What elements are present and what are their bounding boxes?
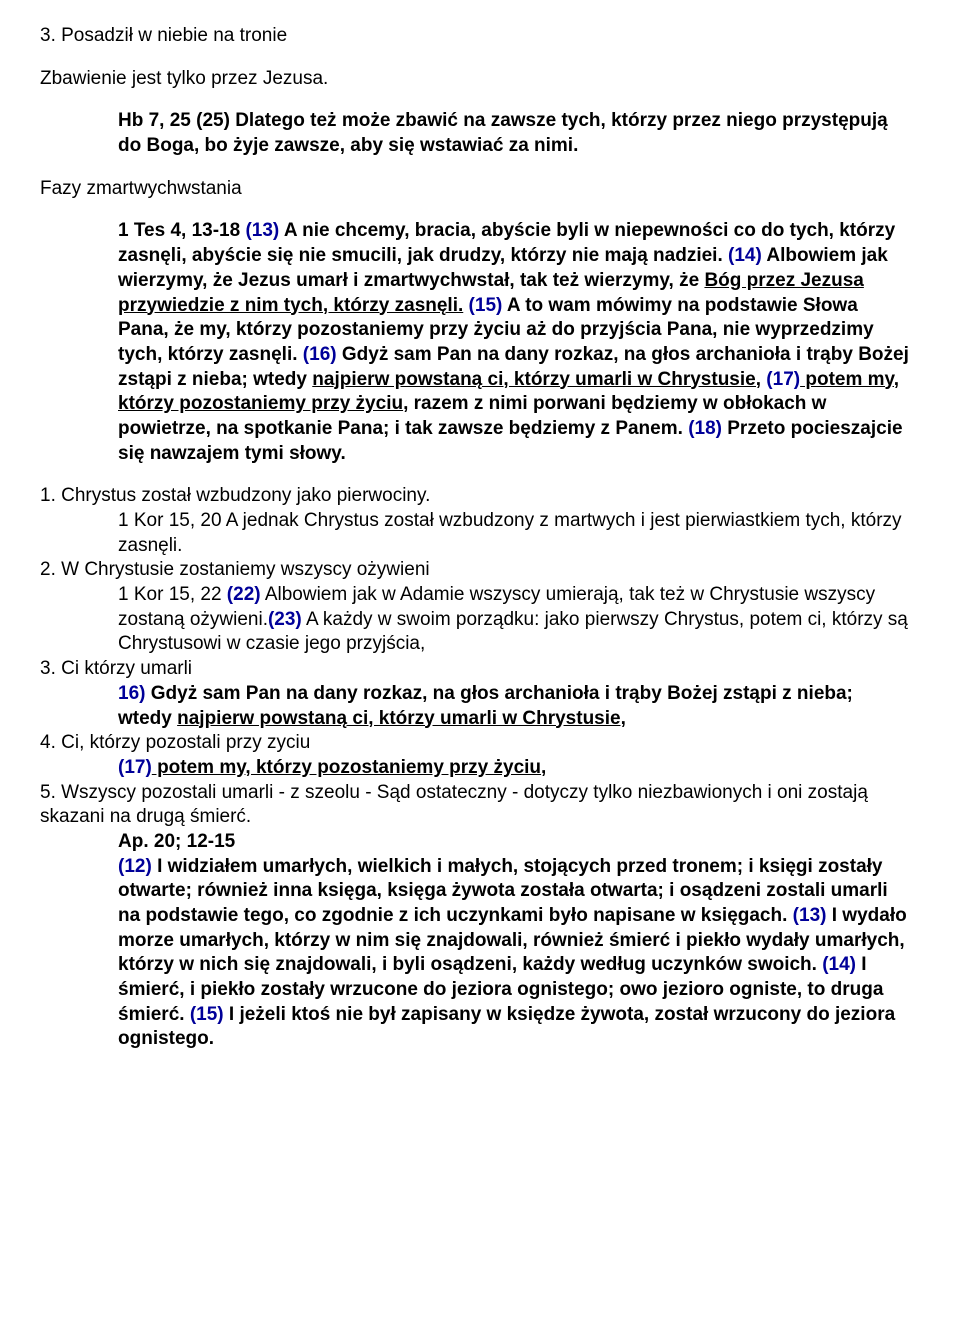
point-4-heading: 4. Ci, którzy pozostali przy zyciu [40,731,920,756]
tes-prefix: 1 Tes 4, 13-18 [118,220,245,241]
point-5-text: (12) I widziałem umarłych, wielkich i ma… [118,855,910,1053]
point-2: 2. W Chrystusie zostaniemy wszyscy ożywi… [40,558,920,657]
tes-e-underline: najpierw powstaną ci, którzy umarli w Ch… [312,369,761,390]
p5-d: I jeżeli ktoś nie był zapisany w księdze… [118,1004,895,1050]
verse-ref-15: (15) [463,295,502,316]
verse-ref-15b: (15) [190,1004,224,1025]
point-3-heading: 3. Ci którzy umarli [40,657,920,682]
point-5: 5. Wszyscy pozostali umarli - z szeolu -… [40,781,920,1053]
point-5-heading: 5. Wszyscy pozostali umarli - z szeolu -… [40,781,920,830]
p4-a-underline: potem my, którzy pozostaniemy przy życiu [152,757,541,778]
verse-ref-14: (14) [728,245,762,266]
line-1: 3. Posadził w niebie na tronie [40,24,920,49]
verse-ref-14b: (14) [822,954,856,975]
verse-ref-17: (17) [761,369,800,390]
point-4: 4. Ci, którzy pozostali przy zyciu (17) … [40,731,920,780]
verse-ref-13b: (13) [793,905,827,926]
point-1-heading: 1. Chrystus został wzbudzony jako pierwo… [40,484,920,509]
verse-ref-18: (18) [688,418,722,439]
hb-quote: Hb 7, 25 (25) Dlatego też może zbawić na… [118,109,910,158]
point-2-text: 1 Kor 15, 22 (22) Albowiem jak w Adamie … [118,583,910,657]
verse-ref-13: (13) [245,220,279,241]
point-2-heading: 2. W Chrystusie zostaniemy wszyscy ożywi… [40,558,920,583]
line-2: Zbawienie jest tylko przez Jezusa. [40,67,920,92]
verse-ref-23: (23) [268,609,302,630]
p5-a: I widziałem umarłych, wielkich i małych,… [118,856,888,926]
point-1-text: 1 Kor 15, 20 A jednak Chrystus został wz… [118,509,910,558]
verse-ref-16: (16) [303,344,337,365]
point-3-text: 16) Gdyż sam Pan na dany rozkaz, na głos… [118,682,910,731]
verse-ref-12: (12) [118,856,152,877]
verse-ref-16b: 16) [118,683,145,704]
point-1: 1. Chrystus został wzbudzony jako pierwo… [40,484,920,558]
p4-a-end: , [541,757,546,778]
tes-quote: 1 Tes 4, 13-18 (13) A nie chcemy, bracia… [118,219,910,466]
p3-a-underline: najpierw powstaną ci, którzy umarli w Ch… [177,708,626,729]
fazy-heading: Fazy zmartwychwstania [40,177,920,202]
point-5-ap: Ap. 20; 12-15 [118,830,910,855]
verse-ref-22: (22) [227,584,261,605]
point-4-text: (17) potem my, którzy pozostaniemy przy … [118,756,910,781]
verse-ref-17b: (17) [118,757,152,778]
point-3: 3. Ci którzy umarli 16) Gdyż sam Pan na … [40,657,920,731]
p2-a: 1 Kor 15, 22 [118,584,227,605]
